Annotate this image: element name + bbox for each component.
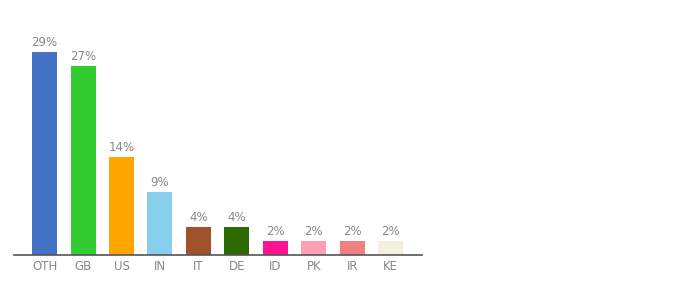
Text: 2%: 2%	[266, 225, 284, 238]
Bar	[71, 66, 96, 255]
Text: 9%: 9%	[151, 176, 169, 189]
Text: 14%: 14%	[108, 141, 135, 154]
Text: 27%: 27%	[70, 50, 96, 63]
Bar	[339, 241, 364, 255]
Bar	[109, 157, 134, 255]
Text: 29%: 29%	[31, 36, 58, 49]
Bar	[148, 192, 173, 255]
Bar	[262, 241, 288, 255]
Bar	[378, 241, 403, 255]
Bar	[186, 227, 211, 255]
Text: 2%: 2%	[381, 225, 400, 238]
Bar	[301, 241, 326, 255]
Text: 2%: 2%	[343, 225, 362, 238]
Text: 2%: 2%	[305, 225, 323, 238]
Bar	[32, 52, 57, 255]
Text: 4%: 4%	[228, 211, 246, 224]
Bar	[224, 227, 250, 255]
Text: 4%: 4%	[189, 211, 207, 224]
